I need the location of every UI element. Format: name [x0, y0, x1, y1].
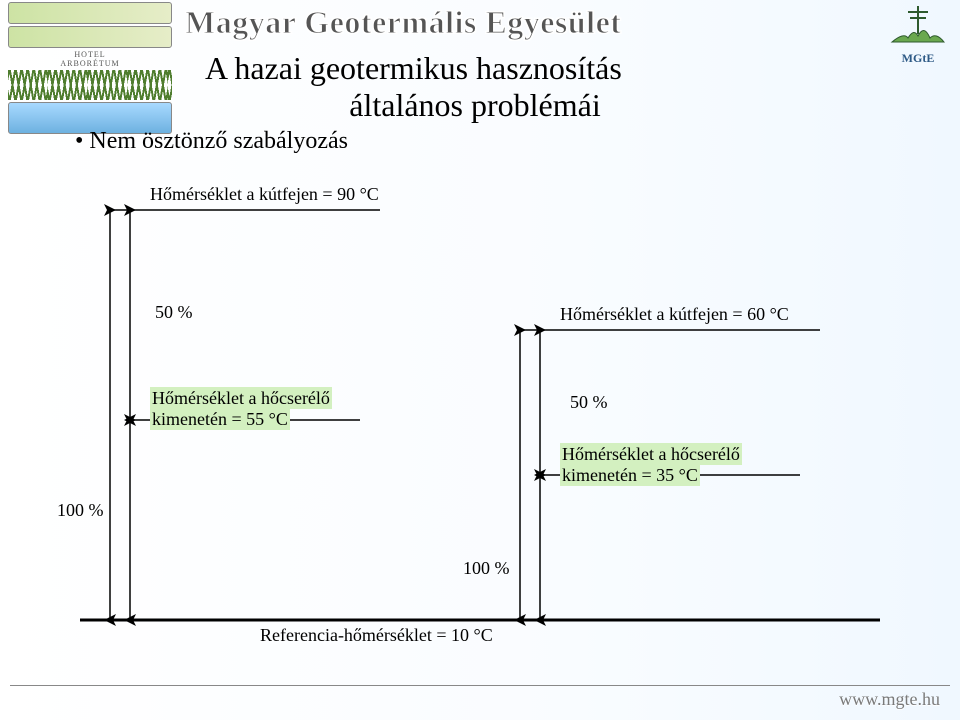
slide-title-line2: általános problémái — [205, 87, 745, 124]
bullet-text: Nem ösztönző szabályozás — [75, 128, 348, 155]
left-100pct-label: 100 % — [57, 500, 104, 521]
right-exchanger-label: Hőmérséklet a hőcserélő kimenetén = 35 °… — [560, 444, 742, 486]
reference-temp-label: Referencia-hőmérséklet = 10 °C — [260, 625, 493, 646]
left-50pct-label: 50 % — [155, 302, 193, 323]
organization-header: Magyar Geotermális Egyesület — [185, 4, 621, 41]
hotel-caption-2: ARBORÉTUM — [60, 59, 119, 68]
footer-divider — [10, 685, 950, 686]
temperature-diagram: Hőmérséklet a kútfejen = 90 °C 50 % Hőmé… — [60, 170, 900, 640]
right-50pct-label: 50 % — [570, 392, 608, 413]
right-top-temp-label: Hőmérséklet a kútfejen = 60 °C — [560, 304, 789, 325]
footer-url: www.mgte.hu — [839, 689, 940, 710]
right-100pct-label: 100 % — [463, 558, 510, 579]
mgte-emblem-icon — [890, 2, 946, 46]
left-top-temp-label: Hőmérséklet a kútfejen = 90 °C — [150, 184, 379, 205]
left-exchanger-label: Hőmérséklet a hőcserélő kimenetén = 55 °… — [150, 388, 332, 430]
mgte-logo: MGtE — [888, 2, 948, 66]
slide-title: A hazai geotermikus hasznosítás általáno… — [205, 50, 745, 124]
hotel-caption-1: HOTEL — [74, 50, 105, 59]
left-exchanger-l1: Hőmérséklet a hőcserélő — [150, 387, 332, 409]
left-exchanger-l2: kimenetén = 55 °C — [150, 408, 290, 430]
mgte-text: MGtE — [888, 51, 948, 66]
right-exchanger-l1: Hőmérséklet a hőcserélő — [560, 443, 742, 465]
slide-title-line1: A hazai geotermikus hasznosítás — [205, 50, 745, 87]
right-exchanger-l2: kimenetén = 35 °C — [560, 464, 700, 486]
hotel-arboretum-logo: HOTEL ARBORÉTUM — [0, 0, 180, 140]
